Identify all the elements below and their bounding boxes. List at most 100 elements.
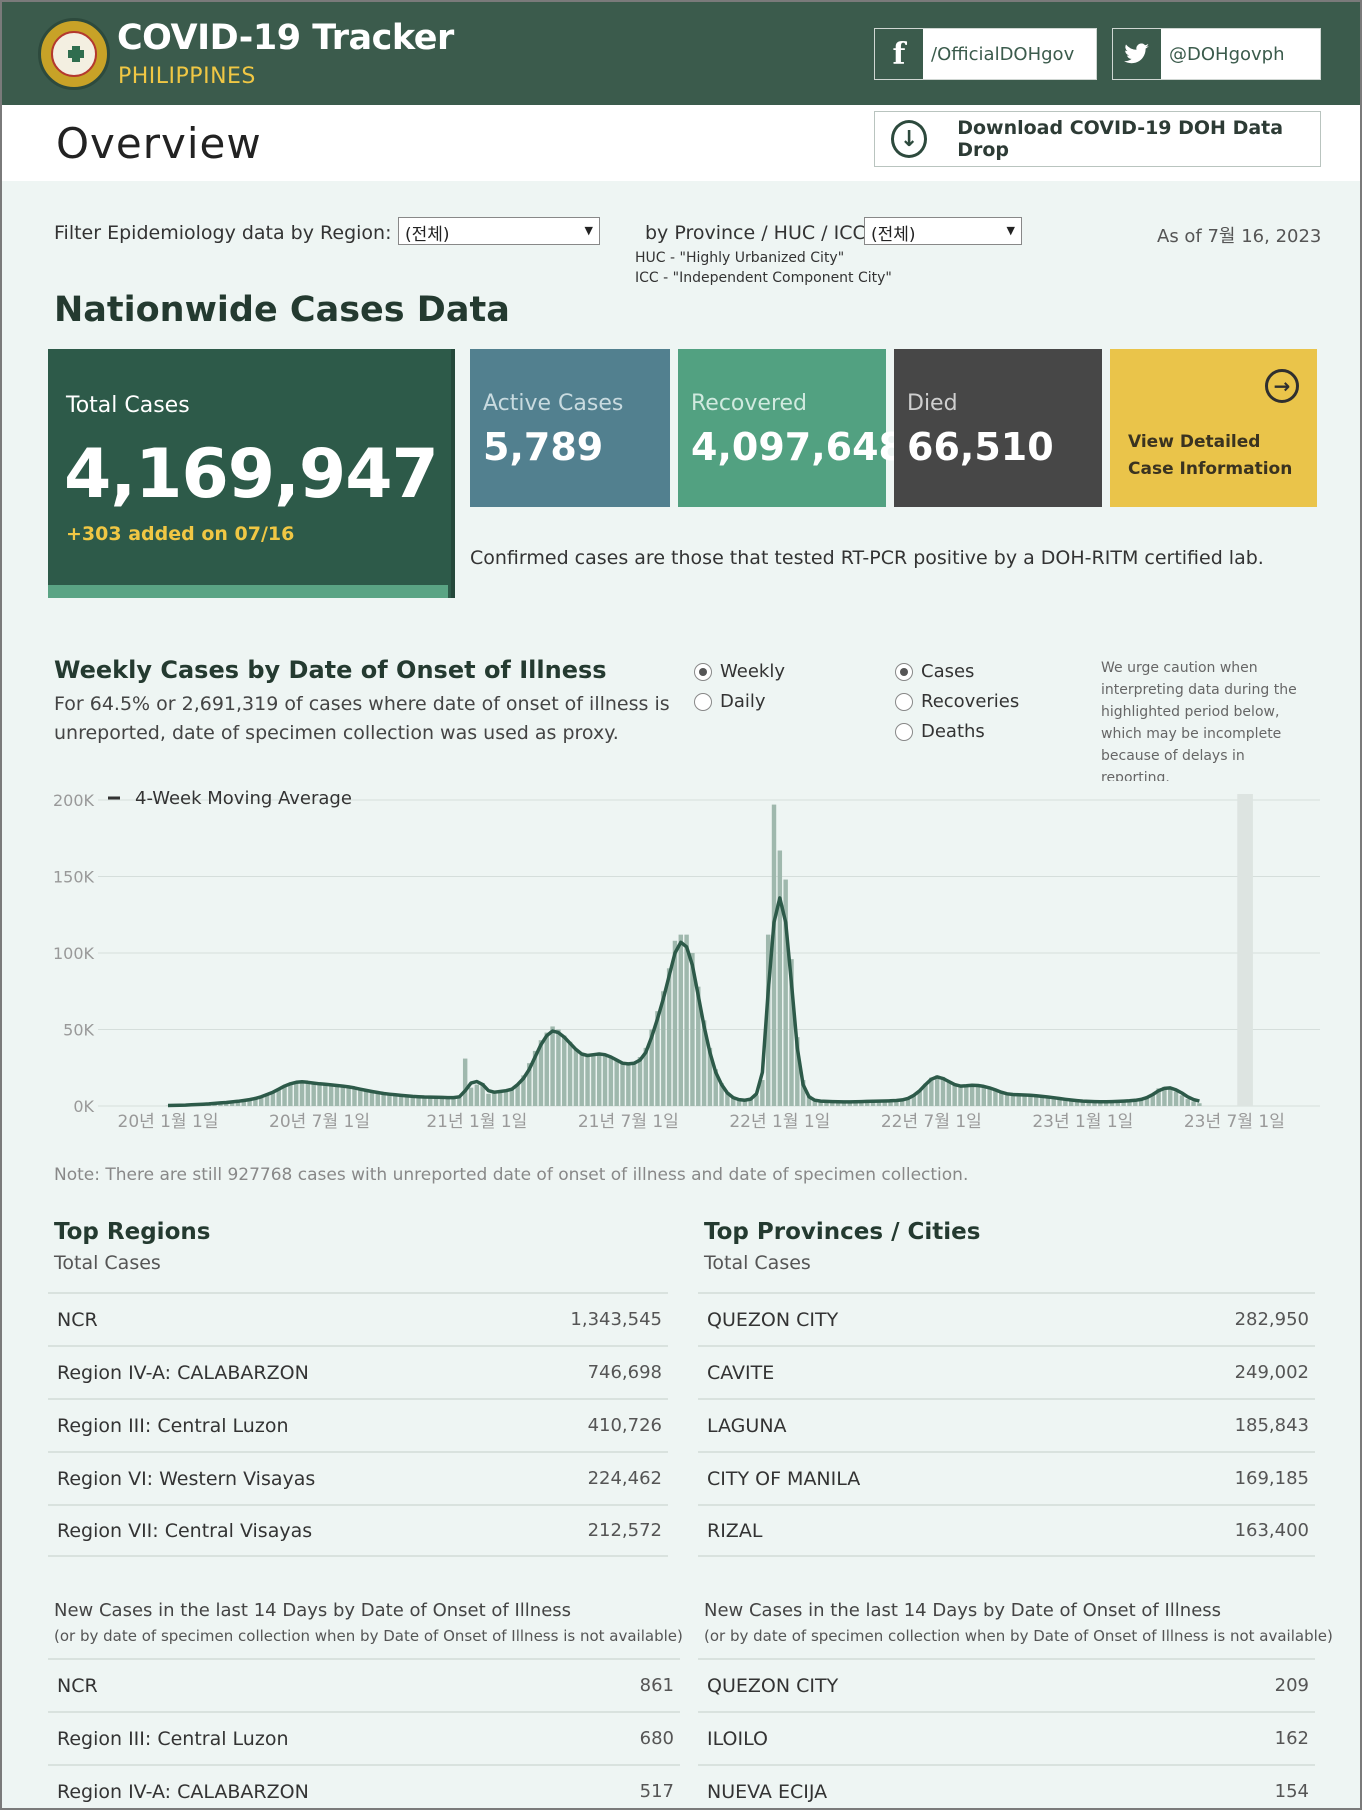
bar [637,1057,643,1106]
list-row[interactable]: Region IV-A: CALABARZON 517 [48,1764,680,1810]
bar [457,1097,462,1106]
bar [299,1081,305,1106]
weekly-cases-chart[interactable]: 200K 150K 100K 50K 0K 20년 1월 1일 20년 7월 1일 21년 1… [48,780,1320,1130]
view-detailed-case-button[interactable]: → View Detailed Case Information [1110,349,1317,507]
list-row[interactable]: QUEZON CITY 209 [698,1658,1315,1711]
bar [363,1090,369,1106]
list-row[interactable]: CITY OF MANILA 169,185 [698,1451,1315,1504]
bar [1185,1099,1190,1106]
active-cases-value: 5,789 [483,425,604,469]
bar [276,1089,281,1106]
bar [975,1085,981,1106]
radio-deaths[interactable]: Deaths [895,721,985,742]
bar [946,1080,952,1106]
province-filter-select[interactable]: (전체) [864,217,1022,245]
bar [783,879,788,1106]
list-row[interactable]: RIZAL 163,400 [698,1504,1315,1557]
bar [777,850,783,1106]
x-tick-label: 21년 7월 1일 [578,1112,679,1130]
row-name: Region VI: Western Visayas [57,1467,316,1490]
facebook-icon: f [875,29,923,79]
list-row[interactable]: ILOILO 162 [698,1711,1315,1764]
bar [742,1099,748,1106]
download-data-drop-button[interactable]: ↓ Download COVID-19 DOH Data Drop [874,111,1321,167]
bar [387,1094,392,1106]
unreported-cases-note: Note: There are still 927768 cases with … [54,1165,969,1185]
list-row[interactable]: Region IV-A: CALABARZON 746,698 [48,1345,668,1398]
list-row[interactable]: NCR 1,343,545 [48,1292,668,1345]
list-row[interactable]: NUEVA ECIJA 154 [698,1764,1315,1810]
x-tick-label: 20년 1월 1일 [118,1112,219,1130]
radio-deaths-label: Deaths [921,721,985,742]
bar [661,991,666,1106]
bar [323,1084,328,1106]
bar [894,1100,899,1106]
bar [911,1095,917,1106]
twitter-handle: @DOHgovph [1169,43,1285,65]
total-cases-value: 4,169,947 [64,435,439,514]
radio-recoveries[interactable]: Recoveries [895,691,1019,712]
bar [375,1092,380,1106]
top-provinces-title: Top Provinces / Cities [704,1219,981,1245]
bar [462,1058,468,1106]
weekly-chart-subtitle: For 64.5% or 2,691,319 of cases where da… [54,693,670,744]
bar [690,953,695,1106]
bar [830,1101,835,1106]
bar [818,1100,823,1106]
bar [264,1094,270,1106]
row-value: 746,698 [587,1362,662,1383]
radio-daily[interactable]: Daily [694,691,766,712]
total-card-bar [48,585,448,598]
x-tick-label: 22년 7월 1일 [881,1112,982,1130]
list-row[interactable]: Region VI: Western Visayas 224,462 [48,1451,668,1504]
list-row[interactable]: CAVITE 249,002 [698,1345,1315,1398]
radio-cases-label: Cases [921,661,975,682]
bar [416,1096,421,1106]
row-name: Region III: Central Luzon [57,1727,289,1750]
bar [923,1083,928,1106]
bar [1197,1103,1202,1106]
row-value: 517 [639,1781,674,1802]
region-filter-select[interactable]: (전체) [398,217,600,245]
bar [474,1084,480,1106]
row-name: Region IV-A: CALABARZON [57,1361,309,1384]
bar [358,1089,363,1106]
bar [445,1097,450,1106]
row-name: QUEZON CITY [707,1674,839,1697]
top-provinces-subtitle: Total Cases [704,1252,811,1274]
list-row[interactable]: NCR 861 [48,1658,680,1711]
radio-cases[interactable]: Cases [895,661,974,682]
bar [964,1084,969,1106]
list-row[interactable]: LAGUNA 185,843 [698,1398,1315,1451]
bar [672,940,678,1106]
recovered-label: Recovered [691,391,808,416]
bar [981,1086,986,1106]
bar [824,1101,829,1106]
list-row[interactable]: QUEZON CITY 282,950 [698,1292,1315,1345]
bar [544,1032,549,1106]
app-header: COVID-19 Tracker PHILIPPINES f /Official… [2,2,1360,105]
y-tick-label: 200K [53,791,95,810]
bar [567,1041,573,1106]
twitter-icon [1113,29,1161,79]
row-value: 162 [1274,1728,1309,1749]
twitter-link[interactable]: @DOHgovph [1112,28,1321,80]
bar [579,1053,584,1106]
bar [841,1101,847,1106]
list-row[interactable]: Region III: Central Luzon 680 [48,1711,680,1764]
download-button-label: Download COVID-19 DOH Data Drop [957,117,1284,161]
row-value: 1,343,545 [570,1309,662,1330]
facebook-link[interactable]: f /OfficialDOHgov [874,28,1097,80]
row-value: 169,185 [1234,1468,1309,1489]
bar [1028,1095,1033,1106]
radio-weekly-label: Weekly [720,661,785,682]
top-regions-title: Top Regions [54,1219,211,1245]
radio-weekly[interactable]: Weekly [694,661,785,682]
bar [905,1098,911,1106]
radio-dot-recoveries [895,692,913,711]
list-row[interactable]: Region VII: Central Visayas 212,572 [48,1504,668,1557]
bar [1092,1101,1097,1106]
bar [626,1064,631,1106]
list-row[interactable]: Region III: Central Luzon 410,726 [48,1398,668,1451]
